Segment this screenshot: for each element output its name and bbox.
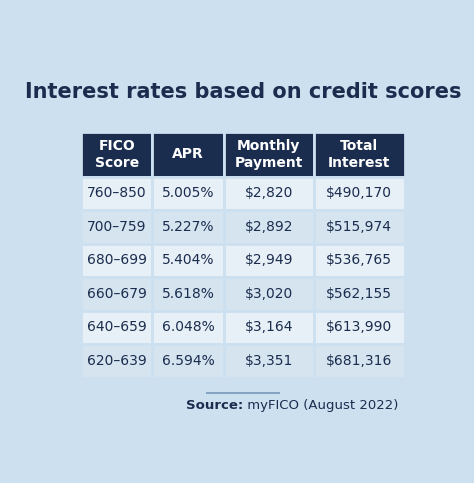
Text: 5.404%: 5.404% — [162, 254, 214, 268]
FancyBboxPatch shape — [314, 132, 404, 176]
FancyBboxPatch shape — [153, 132, 224, 176]
FancyBboxPatch shape — [153, 277, 224, 311]
Text: 5.618%: 5.618% — [162, 287, 214, 301]
FancyBboxPatch shape — [314, 311, 404, 344]
FancyBboxPatch shape — [314, 277, 404, 311]
FancyBboxPatch shape — [153, 311, 224, 344]
FancyBboxPatch shape — [82, 277, 153, 311]
Text: Interest rates based on credit scores: Interest rates based on credit scores — [25, 82, 461, 102]
FancyBboxPatch shape — [314, 210, 404, 243]
Text: 6.048%: 6.048% — [162, 321, 214, 335]
Text: myFICO (August 2022): myFICO (August 2022) — [243, 399, 398, 412]
Text: $681,316: $681,316 — [326, 354, 392, 368]
FancyBboxPatch shape — [314, 176, 404, 210]
Text: 640–659: 640–659 — [87, 321, 147, 335]
FancyBboxPatch shape — [224, 311, 314, 344]
FancyBboxPatch shape — [82, 344, 153, 378]
FancyBboxPatch shape — [82, 176, 153, 210]
Text: $515,974: $515,974 — [326, 220, 392, 234]
Text: 6.594%: 6.594% — [162, 354, 214, 368]
FancyBboxPatch shape — [224, 243, 314, 277]
Text: $2,820: $2,820 — [245, 186, 293, 200]
FancyBboxPatch shape — [224, 176, 314, 210]
FancyBboxPatch shape — [153, 243, 224, 277]
Text: Monthly
Payment: Monthly Payment — [235, 139, 303, 170]
Text: $2,892: $2,892 — [245, 220, 293, 234]
Text: $3,020: $3,020 — [245, 287, 293, 301]
Text: 660–679: 660–679 — [87, 287, 147, 301]
Text: $536,765: $536,765 — [326, 254, 392, 268]
Text: APR: APR — [172, 147, 204, 161]
FancyBboxPatch shape — [153, 344, 224, 378]
Text: $2,949: $2,949 — [245, 254, 293, 268]
Text: 700–759: 700–759 — [87, 220, 146, 234]
FancyBboxPatch shape — [82, 210, 153, 243]
Text: 760–850: 760–850 — [87, 186, 146, 200]
FancyBboxPatch shape — [224, 344, 314, 378]
Text: $562,155: $562,155 — [326, 287, 392, 301]
Text: 5.227%: 5.227% — [162, 220, 214, 234]
Text: $3,351: $3,351 — [245, 354, 293, 368]
FancyBboxPatch shape — [314, 344, 404, 378]
FancyBboxPatch shape — [224, 132, 314, 176]
FancyBboxPatch shape — [82, 311, 153, 344]
FancyBboxPatch shape — [153, 176, 224, 210]
FancyBboxPatch shape — [153, 210, 224, 243]
Text: Total
Interest: Total Interest — [328, 139, 391, 170]
FancyBboxPatch shape — [314, 243, 404, 277]
FancyBboxPatch shape — [82, 243, 153, 277]
Text: $490,170: $490,170 — [326, 186, 392, 200]
Text: Source:: Source: — [186, 399, 243, 412]
Text: FICO
Score: FICO Score — [95, 139, 139, 170]
FancyBboxPatch shape — [82, 132, 153, 176]
Text: 620–639: 620–639 — [87, 354, 147, 368]
Text: $3,164: $3,164 — [245, 321, 293, 335]
FancyBboxPatch shape — [224, 210, 314, 243]
Text: 680–699: 680–699 — [87, 254, 147, 268]
Text: 5.005%: 5.005% — [162, 186, 214, 200]
Text: $613,990: $613,990 — [326, 321, 392, 335]
FancyBboxPatch shape — [224, 277, 314, 311]
